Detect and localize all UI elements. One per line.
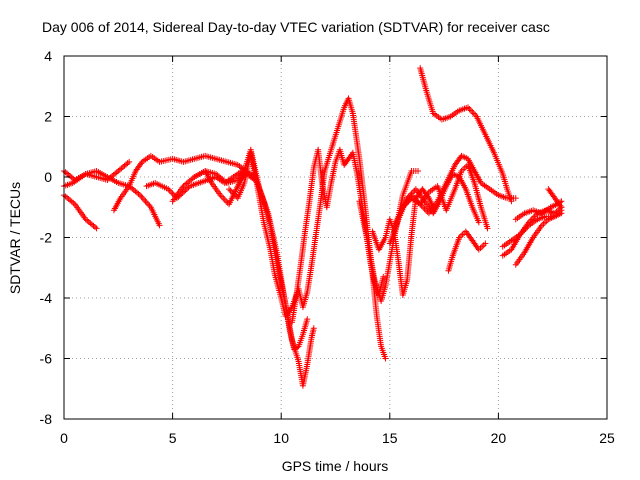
series-start-marker xyxy=(226,186,233,193)
y-tick-label: -8 xyxy=(40,411,53,427)
plot-frame xyxy=(63,55,608,420)
series-markers xyxy=(401,152,519,217)
x-tick-label: 20 xyxy=(491,430,507,446)
series-s17 xyxy=(499,204,565,259)
x-tick-label: 0 xyxy=(60,430,68,446)
series-markers xyxy=(417,66,515,205)
y-tick-label: 0 xyxy=(44,169,52,185)
series-start-marker xyxy=(143,183,150,190)
series-start-marker xyxy=(417,65,424,72)
series-s14 xyxy=(399,152,519,217)
y-tick-label: -4 xyxy=(40,290,53,306)
series-s15 xyxy=(417,65,515,205)
series-s16 xyxy=(445,228,489,274)
series-s19 xyxy=(512,210,565,268)
series-start-marker xyxy=(499,243,506,250)
series-start-marker xyxy=(512,216,519,223)
series-markers xyxy=(546,187,565,211)
grid-lines xyxy=(64,56,607,419)
series-s1 xyxy=(61,192,100,232)
series-markers xyxy=(62,167,163,229)
series-start-marker xyxy=(369,228,376,235)
x-axis-label: GPS time / hours xyxy=(282,458,389,474)
y-axis-label: SDTVAR / TECUs xyxy=(7,182,23,294)
data-points xyxy=(61,65,565,389)
x-tick-label: 10 xyxy=(273,430,289,446)
series-markers xyxy=(445,228,489,272)
series-start-marker xyxy=(512,261,519,268)
series-s9 xyxy=(289,146,387,326)
series-start-marker xyxy=(169,198,176,205)
y-tick-label: -6 xyxy=(40,351,53,367)
series-start-marker xyxy=(545,186,552,193)
axis-ticks xyxy=(63,55,608,420)
series-s21 xyxy=(545,186,565,211)
series-s6 xyxy=(169,167,317,389)
x-tick-label: 5 xyxy=(169,430,177,446)
series-start-marker xyxy=(391,222,398,229)
series-markers xyxy=(170,167,317,389)
x-tick-label: 25 xyxy=(599,430,615,446)
series-markers xyxy=(111,152,250,212)
y-tick-label: 4 xyxy=(44,48,52,64)
series-start-marker xyxy=(110,207,117,214)
series-markers xyxy=(514,210,565,266)
x-tick-label: 15 xyxy=(382,430,398,446)
series-start-marker xyxy=(499,252,506,259)
y-tick-label: 2 xyxy=(44,109,52,125)
y-tick-label: -2 xyxy=(40,230,53,246)
series-start-marker xyxy=(445,267,452,274)
series-start-marker xyxy=(386,240,393,247)
tick-labels: 0 5 10 15 20 25 -8 -6 -4 -2 0 2 4 xyxy=(40,48,615,446)
series-start-marker xyxy=(399,204,406,211)
chart-title: Day 006 of 2014, Sidereal Day-to-day VTE… xyxy=(42,19,550,35)
series-start-marker xyxy=(356,198,363,205)
series-s4 xyxy=(110,152,250,214)
series-start-marker xyxy=(191,174,198,180)
series-markers xyxy=(62,193,100,232)
series-start-marker xyxy=(289,319,296,326)
